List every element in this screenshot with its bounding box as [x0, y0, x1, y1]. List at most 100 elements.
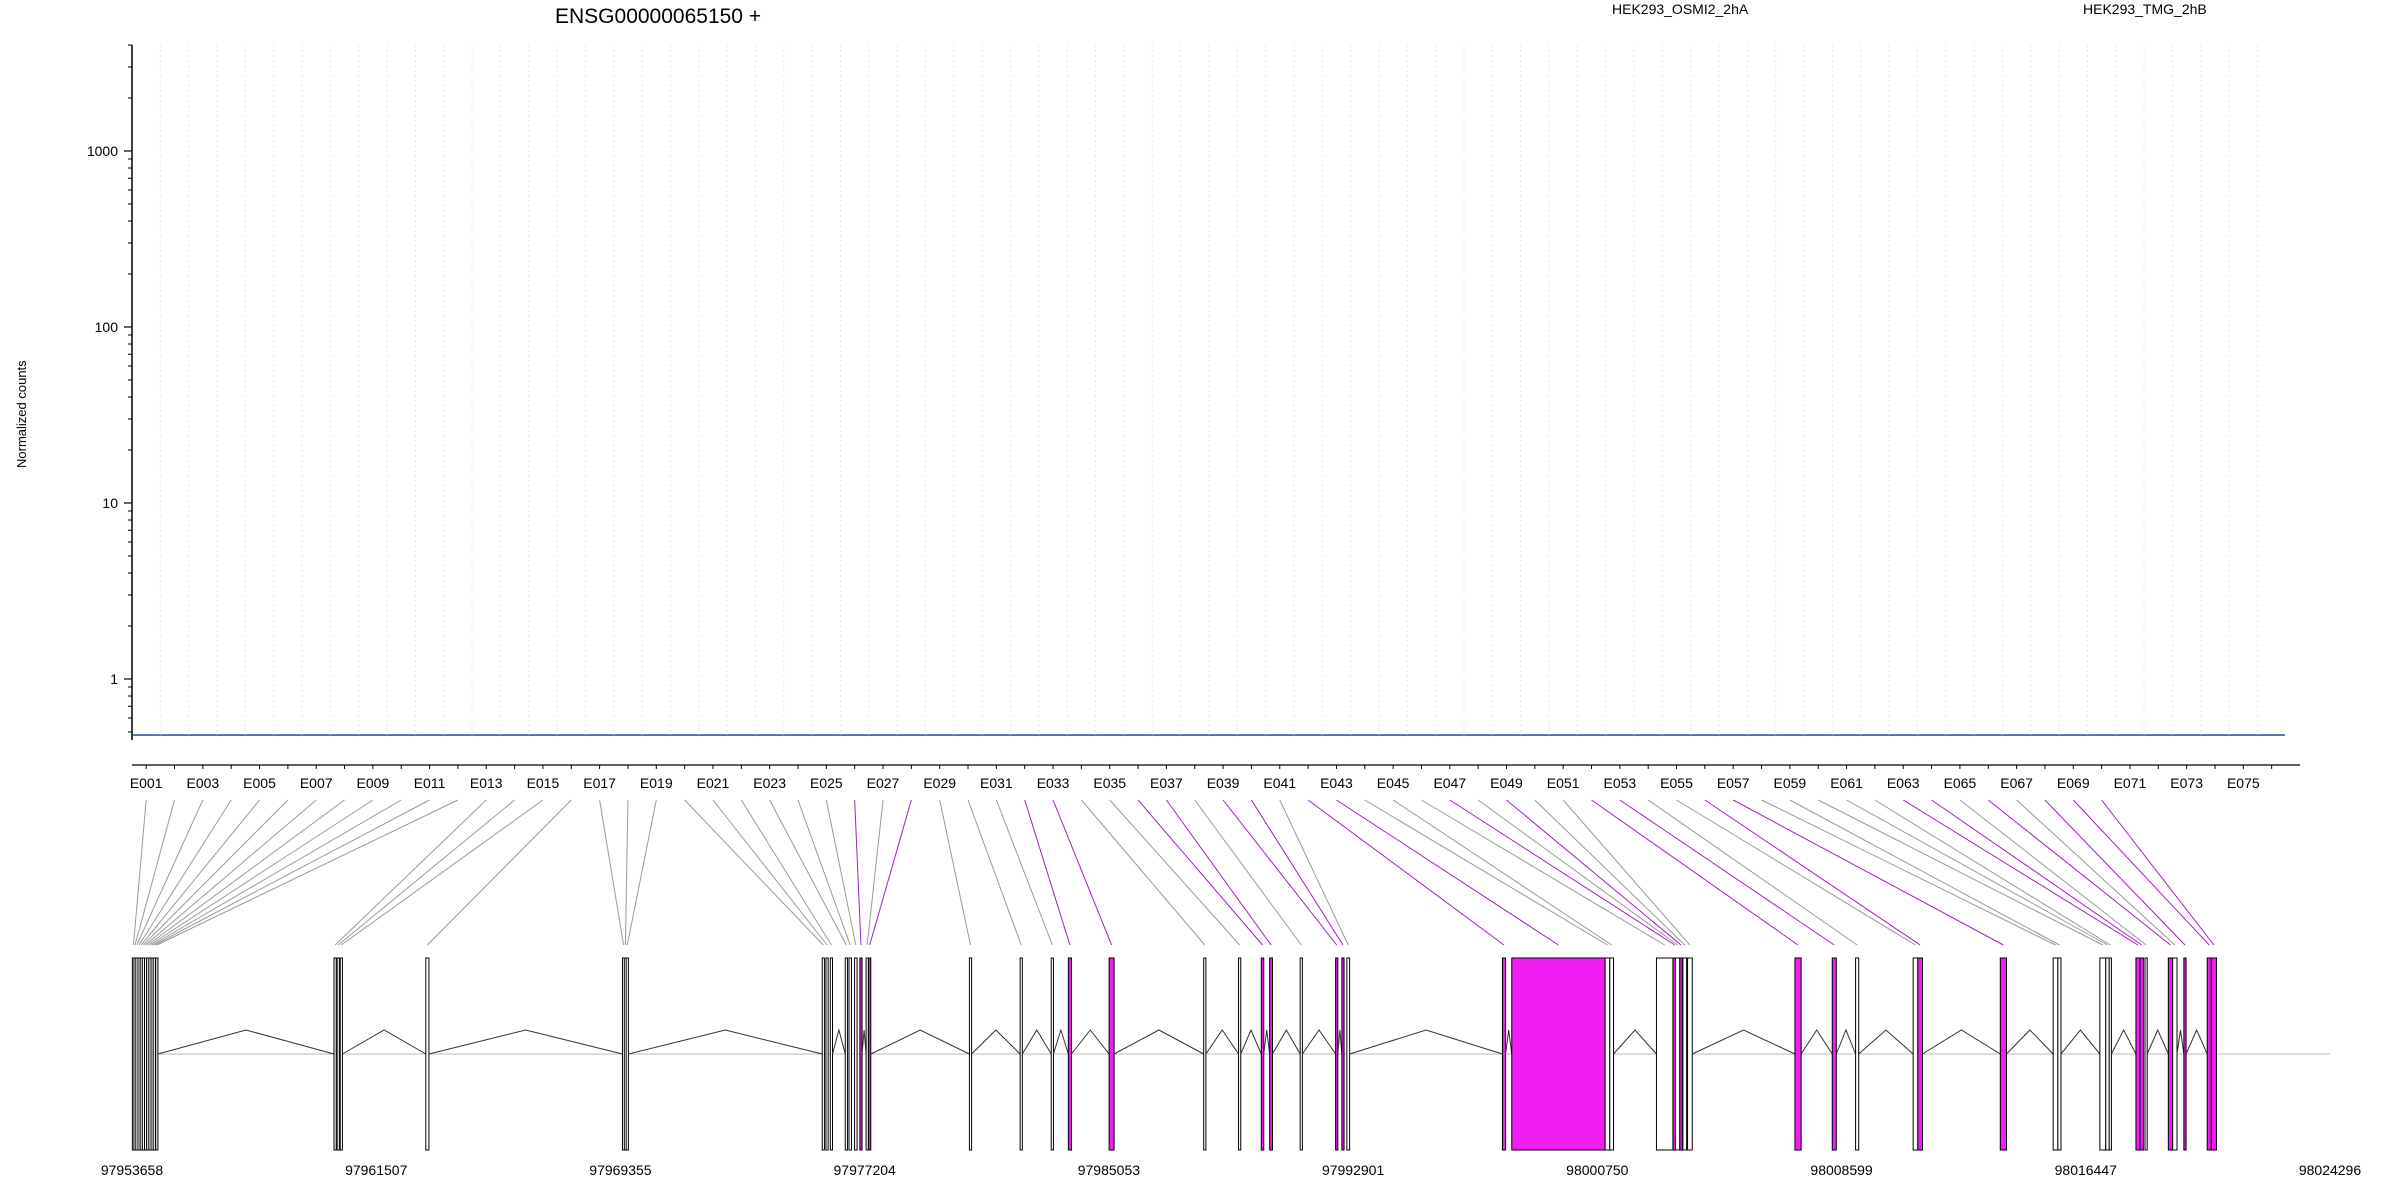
x-tick-label: E019 [640, 775, 673, 791]
exon-connector [334, 799, 487, 946]
exon-connector [1959, 799, 2147, 946]
x-tick-label: E023 [753, 775, 786, 791]
exon-box [1912, 957, 1919, 1151]
exon-box [2210, 957, 2218, 1151]
exon-connector [1477, 799, 1678, 946]
exon-box [1999, 957, 2008, 1151]
x-tick-label: E033 [1037, 775, 1070, 791]
exon-box [339, 957, 343, 1151]
intron [1052, 1028, 1069, 1055]
grid [131, 45, 2258, 740]
exon-connector [797, 799, 851, 946]
exon-connector [769, 799, 847, 946]
exon-connector [1421, 799, 1665, 946]
exon-box [336, 957, 340, 1151]
genome-tick-label: 97985053 [1078, 1162, 1141, 1178]
exon-connector [684, 799, 824, 946]
exon-box [1674, 957, 1681, 1151]
exon-connector [1619, 799, 1835, 946]
y-tick-label: 1 [110, 671, 118, 687]
x-tick-label: E025 [810, 775, 843, 791]
exon-box [155, 957, 159, 1151]
intron [1205, 1029, 1239, 1055]
exon-box [868, 957, 872, 1151]
exon-box [1067, 957, 1072, 1151]
exon-box [2135, 957, 2141, 1151]
intron [2006, 1029, 2054, 1055]
x-tick-label: E015 [527, 775, 560, 791]
exon-connector [1449, 799, 1676, 946]
genome-tick-label: 97969355 [589, 1162, 652, 1178]
exon-box [1260, 957, 1265, 1151]
exon-connector [151, 799, 402, 946]
exon-connector [1846, 799, 2108, 946]
intron [1349, 1029, 1503, 1055]
exon-connector [143, 799, 289, 946]
exon-box [865, 957, 869, 1151]
exon-box [1019, 957, 1023, 1151]
exon-box [1335, 957, 1339, 1151]
y-tick-label: 1000 [87, 143, 118, 159]
exon-box [425, 957, 430, 1151]
exon-box [1299, 957, 1303, 1151]
exon-connector [1052, 799, 1113, 946]
intron [1301, 1029, 1337, 1055]
exon-connector [427, 799, 572, 946]
exon-connector [1591, 799, 1799, 946]
exon-connector [2072, 799, 2210, 946]
x-tick-label: E007 [300, 775, 333, 791]
exon-box [1511, 957, 1606, 1151]
intron [1071, 1029, 1110, 1055]
x-tick-label: E071 [2114, 775, 2147, 791]
exon-connector [2044, 799, 2186, 946]
exon-box [2144, 957, 2148, 1151]
x-tick-label: E011 [414, 775, 446, 791]
exon-connector [1789, 799, 2060, 946]
exon-box [1682, 957, 1688, 1151]
x-tick-label: E053 [1603, 775, 1636, 791]
x-tick-label: E001 [130, 775, 163, 791]
exon-connector [1761, 799, 2056, 946]
x-axis: E001 E003 E005 E007 E009 E011 E013 E015 E017 E019… [130, 764, 2300, 791]
x-tick-label: E045 [1377, 775, 1410, 791]
x-tick-label: E031 [980, 775, 1013, 791]
exon-box [152, 957, 156, 1151]
exon-box [2108, 957, 2112, 1151]
x-tick-label: E073 [2170, 775, 2203, 791]
genome-tick-label: 98024296 [2299, 1162, 2362, 1178]
exon-connector [1081, 799, 1206, 946]
x-tick-label: E061 [1830, 775, 1863, 791]
exon-connector [1732, 799, 2004, 946]
exon-box [2105, 957, 2110, 1151]
exon-connector [1165, 799, 1272, 946]
genome-axis: 97953658 97961507 97969355 97977204 97985053… [101, 1162, 2362, 1178]
exon-connector [1109, 799, 1241, 946]
exon-box [844, 957, 848, 1151]
exon-box [1238, 957, 1242, 1151]
x-tick-label: E021 [697, 775, 730, 791]
x-tick-label: E059 [1774, 775, 1807, 791]
exon-box [1108, 957, 1115, 1151]
x-tick-label: E003 [186, 775, 219, 791]
exon-connector [1251, 799, 1344, 946]
genome-tick-label: 97953658 [101, 1162, 164, 1178]
exon-connector [624, 799, 629, 946]
exon-connector [337, 799, 515, 946]
exon-connector [1506, 799, 1682, 946]
exon-connector [740, 799, 832, 946]
exon-connector [136, 799, 204, 946]
exon-connector [2101, 799, 2215, 946]
exon-connector [1137, 799, 1263, 946]
exon-box [2172, 957, 2178, 1151]
intron [2176, 1029, 2185, 1055]
genome-tick-label: 98000750 [1566, 1162, 1629, 1178]
legend-label-1: HEK293_TMG_2hB [2083, 1, 2207, 17]
exon-connector [1931, 799, 2142, 946]
exon-connector [1704, 799, 1921, 946]
exon-connector [1534, 799, 1686, 946]
exon-box [2139, 957, 2144, 1151]
exon-connector [2016, 799, 2176, 946]
exon-connector [995, 799, 1053, 946]
exon-box [2052, 957, 2059, 1151]
intron [1240, 1028, 1262, 1055]
